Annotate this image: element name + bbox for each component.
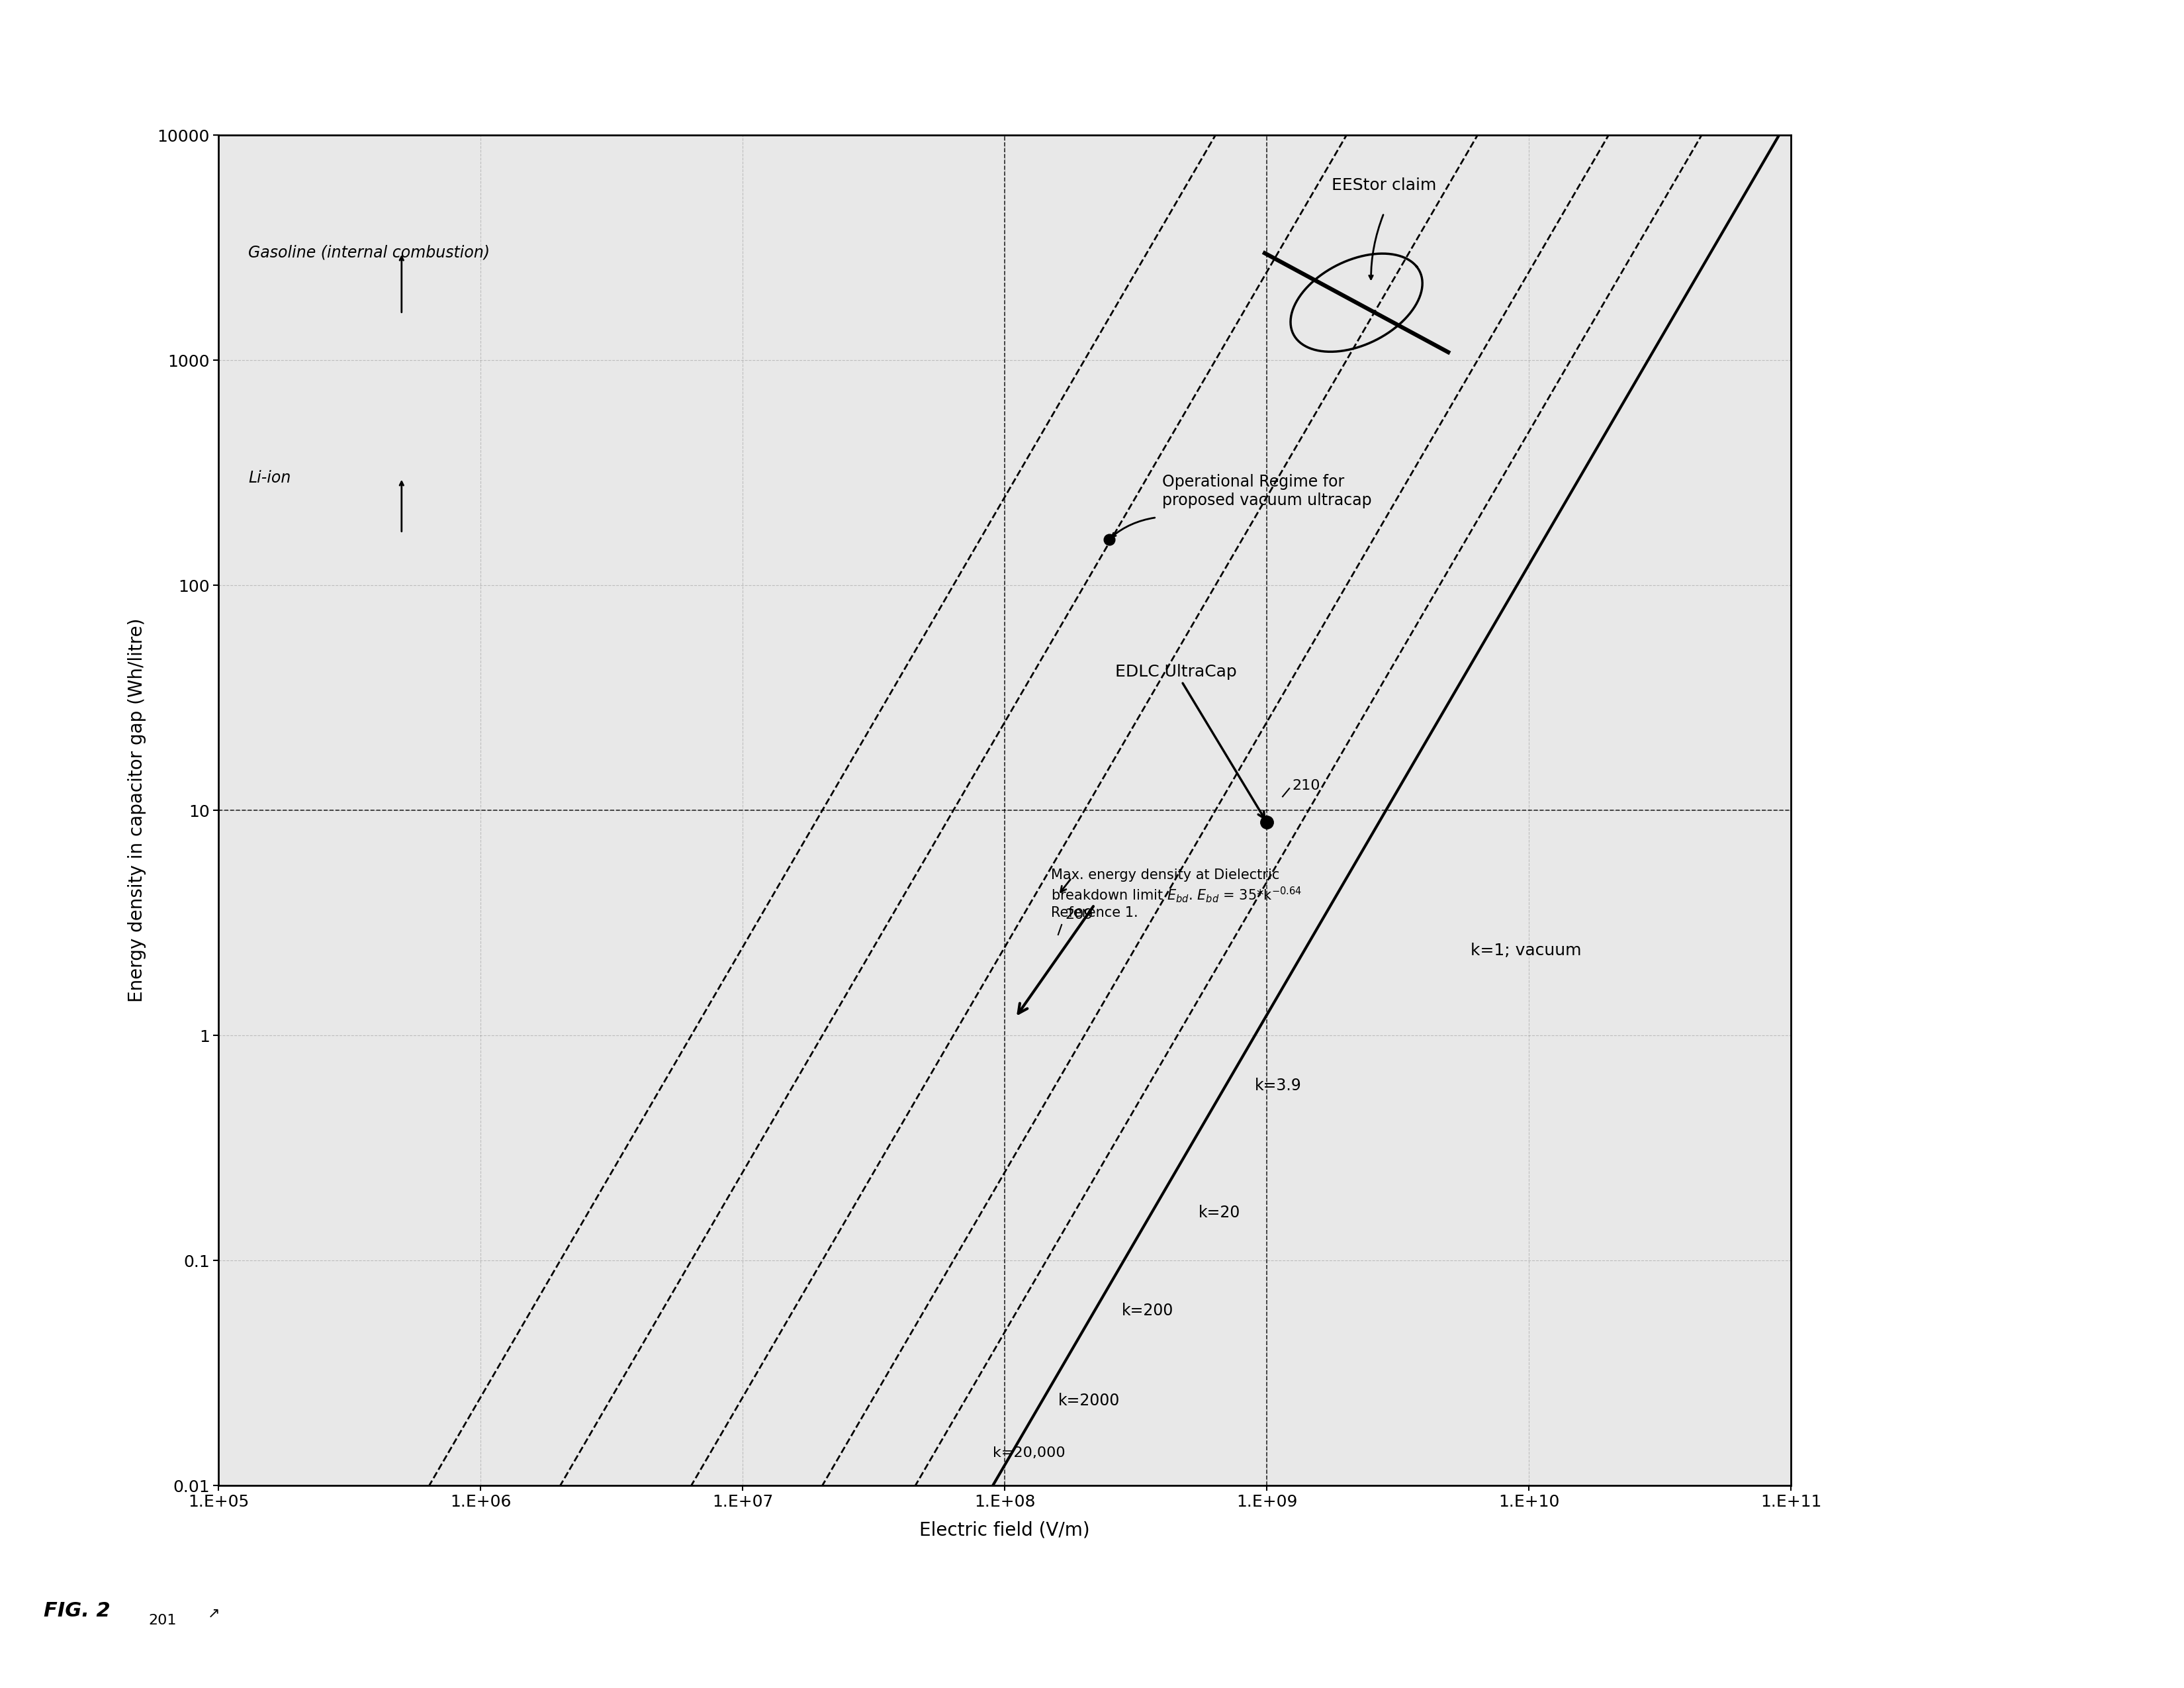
Text: Operational Regime for
proposed vacuum ultracap: Operational Regime for proposed vacuum u… bbox=[1162, 474, 1372, 508]
Text: 201: 201 bbox=[149, 1614, 177, 1627]
X-axis label: Electric field (V/m): Electric field (V/m) bbox=[919, 1521, 1090, 1539]
Text: 210: 210 bbox=[1293, 780, 1321, 792]
Text: EDLC UltraCap: EDLC UltraCap bbox=[1116, 663, 1265, 819]
Text: k=200: k=200 bbox=[1123, 1303, 1173, 1318]
Text: k=1; vacuum: k=1; vacuum bbox=[1470, 942, 1581, 959]
Text: Gasoline (internal combustion): Gasoline (internal combustion) bbox=[249, 245, 489, 260]
Text: k=2000: k=2000 bbox=[1057, 1393, 1120, 1408]
Y-axis label: Energy density in capacitor gap (Wh/litre): Energy density in capacitor gap (Wh/litr… bbox=[127, 618, 146, 1003]
Text: EEStor claim: EEStor claim bbox=[1332, 177, 1437, 194]
Text: Li-ion: Li-ion bbox=[249, 469, 290, 486]
Text: Max. energy density at Dielectric
breakdown limit $E_{bd}$. $E_{bd}$ = 35*k$^{-0: Max. energy density at Dielectric breakd… bbox=[1051, 869, 1302, 920]
Text: FIG. 2: FIG. 2 bbox=[44, 1602, 111, 1620]
Text: ↗: ↗ bbox=[207, 1607, 221, 1620]
Text: 209: 209 bbox=[1066, 908, 1094, 922]
Text: k=3.9: k=3.9 bbox=[1256, 1079, 1302, 1094]
Text: k=20: k=20 bbox=[1199, 1205, 1241, 1220]
Text: k=20,000: k=20,000 bbox=[994, 1447, 1066, 1460]
